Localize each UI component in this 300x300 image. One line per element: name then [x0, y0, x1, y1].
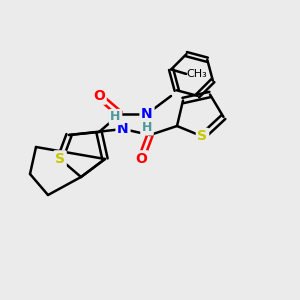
- Text: H: H: [142, 121, 152, 134]
- Text: S: S: [197, 130, 208, 143]
- Text: H: H: [110, 110, 121, 124]
- Text: S: S: [55, 152, 65, 166]
- Text: CH₃: CH₃: [187, 69, 208, 79]
- Text: O: O: [135, 152, 147, 166]
- Text: N: N: [117, 122, 129, 136]
- Text: O: O: [93, 89, 105, 103]
- Text: N: N: [141, 107, 153, 121]
